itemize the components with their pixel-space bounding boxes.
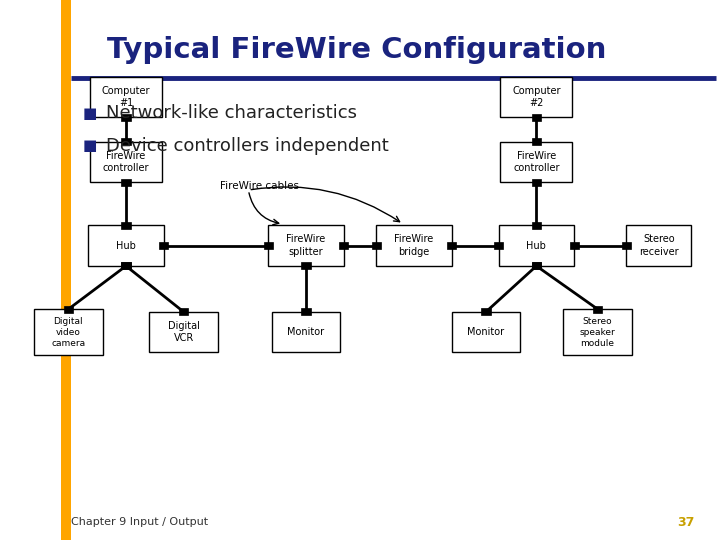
FancyBboxPatch shape [376, 226, 452, 266]
Bar [121, 262, 131, 269]
Bar [570, 242, 579, 249]
Bar [622, 242, 631, 249]
Bar [159, 242, 168, 249]
Bar [531, 262, 541, 269]
Text: Monitor: Monitor [287, 327, 325, 337]
Bar [482, 308, 491, 315]
Text: Computer
#2: Computer #2 [512, 86, 561, 109]
Bar [593, 306, 602, 313]
FancyBboxPatch shape [272, 312, 341, 352]
Bar [121, 138, 131, 145]
Text: FireWire
splitter: FireWire splitter [287, 234, 325, 257]
Bar [121, 179, 131, 186]
Bar [301, 262, 311, 269]
Bar [531, 138, 541, 145]
Text: Digital
VCR: Digital VCR [168, 321, 199, 343]
Bar [339, 242, 348, 249]
Text: Hub: Hub [526, 241, 546, 251]
Bar [494, 242, 503, 249]
Bar [264, 242, 273, 249]
Bar [531, 114, 541, 121]
Text: Hub: Hub [116, 241, 136, 251]
Text: 37: 37 [678, 516, 695, 529]
Bar [372, 242, 381, 249]
Bar [61, 0, 71, 540]
FancyBboxPatch shape [150, 312, 217, 352]
Text: FireWire
controller: FireWire controller [513, 151, 559, 173]
Bar [63, 306, 73, 313]
FancyBboxPatch shape [500, 142, 572, 183]
Bar [531, 262, 541, 269]
Bar [179, 308, 189, 315]
FancyBboxPatch shape [89, 226, 163, 266]
Text: Device controllers independent: Device controllers independent [106, 137, 389, 155]
Text: Typical FireWire Configuration: Typical FireWire Configuration [107, 36, 606, 64]
Bar [301, 308, 311, 315]
Text: Computer
#1: Computer #1 [102, 86, 150, 109]
Text: Monitor: Monitor [467, 327, 505, 337]
FancyBboxPatch shape [498, 226, 575, 266]
Text: Stereo
speaker
module: Stereo speaker module [580, 316, 616, 348]
Bar [121, 114, 131, 121]
Text: Chapter 9 Input / Output: Chapter 9 Input / Output [71, 517, 207, 527]
Text: FireWire cables: FireWire cables [220, 181, 299, 191]
Bar [121, 222, 131, 229]
Text: Digital
video
camera: Digital video camera [51, 316, 86, 348]
Bar [121, 262, 131, 269]
Text: FireWire
bridge: FireWire bridge [395, 234, 433, 257]
FancyBboxPatch shape [626, 226, 691, 266]
FancyBboxPatch shape [268, 226, 344, 266]
Bar [447, 242, 456, 249]
Bar [531, 222, 541, 229]
FancyBboxPatch shape [35, 309, 103, 355]
Text: ■: ■ [83, 138, 97, 153]
FancyBboxPatch shape [90, 77, 162, 117]
Text: FireWire
controller: FireWire controller [103, 151, 149, 173]
FancyBboxPatch shape [500, 77, 572, 117]
Text: Network-like characteristics: Network-like characteristics [106, 104, 357, 123]
FancyBboxPatch shape [452, 312, 521, 352]
Text: Stereo
receiver: Stereo receiver [639, 234, 679, 257]
Text: ■: ■ [83, 106, 97, 121]
FancyBboxPatch shape [90, 142, 162, 183]
FancyBboxPatch shape [563, 309, 632, 355]
Bar [531, 179, 541, 186]
